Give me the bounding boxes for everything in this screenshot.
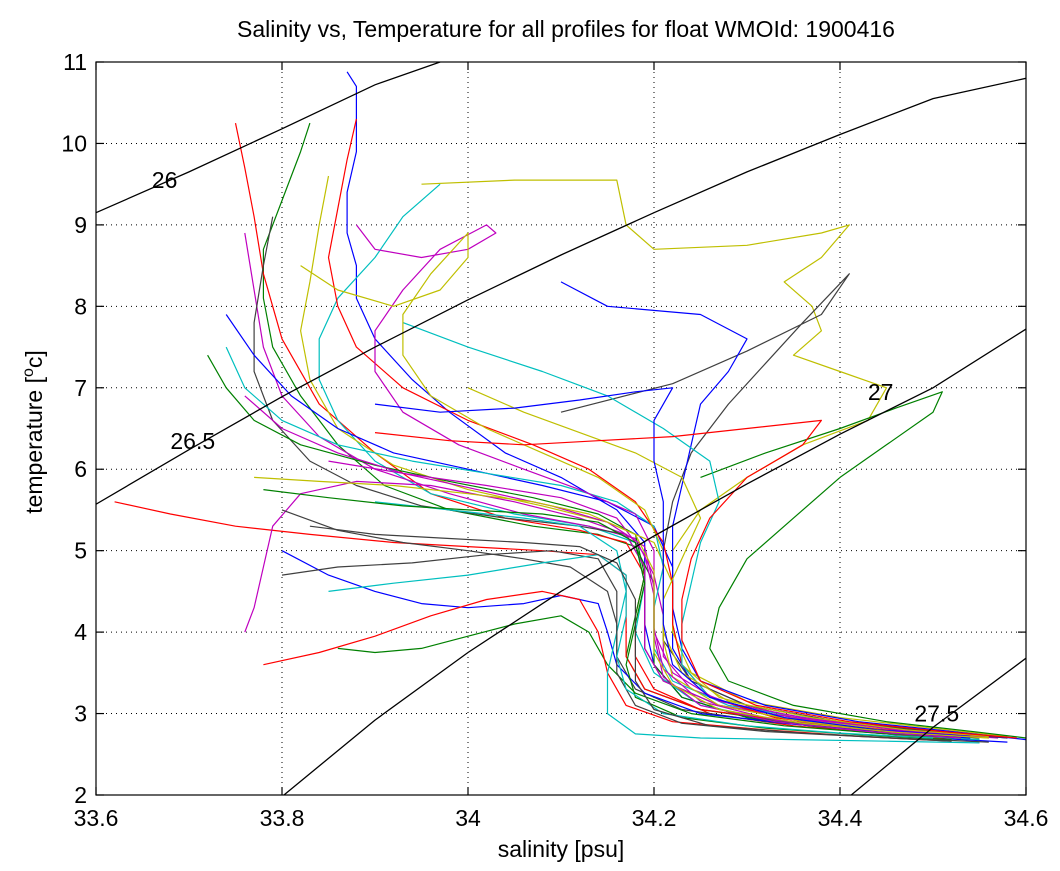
profile-line <box>374 419 1017 739</box>
isopycnal-line <box>282 328 1026 795</box>
chart-title: Salinity vs, Temperature for all profile… <box>237 16 895 42</box>
profile-line <box>114 501 980 737</box>
x-tick-label: 34 <box>455 805 481 831</box>
profile-line <box>421 179 1008 737</box>
profile-line <box>300 232 989 737</box>
profile-line <box>262 122 980 741</box>
x-tick-label: 34.6 <box>1004 805 1049 831</box>
y-axis-label-end: c] <box>21 350 47 368</box>
y-tick-label: 3 <box>74 701 87 727</box>
x-axis-label: salinity [psu] <box>498 836 625 862</box>
x-tick-label: 34.4 <box>818 805 863 831</box>
y-tick-label: 11 <box>63 49 87 75</box>
plot-frame <box>95 61 1027 796</box>
isopycnal-lines <box>96 62 1026 795</box>
isopycnal-label: 26 <box>152 167 178 193</box>
y-tick-label: 10 <box>61 130 87 156</box>
profile-line <box>560 273 1008 739</box>
isopycnal-label: 27.5 <box>914 701 959 727</box>
y-axis-label-main: temperature [ <box>21 376 47 513</box>
y-tick-label: 5 <box>74 538 87 564</box>
profile-line <box>355 224 980 737</box>
isopycnal-line <box>96 77 1026 505</box>
isopycnal-label: 26.5 <box>170 428 215 454</box>
y-axis-label-sup: o <box>20 368 37 377</box>
isopycnal-label: 27 <box>868 379 894 405</box>
x-tick-label: 33.8 <box>260 805 305 831</box>
profile-line <box>374 387 971 737</box>
profile-line <box>467 387 989 739</box>
isopycnal-line <box>96 62 441 214</box>
x-tick-label: 34.2 <box>632 805 677 831</box>
profile-line <box>700 391 1026 739</box>
y-tick-label: 8 <box>74 293 87 319</box>
profile-line <box>244 395 961 737</box>
y-tick-label: 6 <box>74 456 87 482</box>
grid <box>96 62 1026 795</box>
y-tick-label: 4 <box>74 619 87 645</box>
profile-line <box>281 550 952 742</box>
profile-line <box>281 550 971 739</box>
x-tick-label: 33.6 <box>74 805 119 831</box>
y-tick-label: 7 <box>74 375 87 401</box>
y-tick-label: 2 <box>74 782 87 808</box>
profile-line <box>328 554 934 739</box>
y-axis-label: temperature [oc] <box>20 350 47 514</box>
profile-line <box>207 354 961 737</box>
isopycnal-line <box>850 657 1026 795</box>
profile-line <box>300 175 971 739</box>
isopycnal-labels: 26 26.5 27 27.5 <box>152 167 959 726</box>
profile-line <box>254 476 989 739</box>
profile-line <box>337 615 961 739</box>
profile-lines <box>114 71 1026 744</box>
y-tick-label: 9 <box>74 212 87 238</box>
profile-line <box>374 501 980 744</box>
profile-line <box>309 525 989 743</box>
